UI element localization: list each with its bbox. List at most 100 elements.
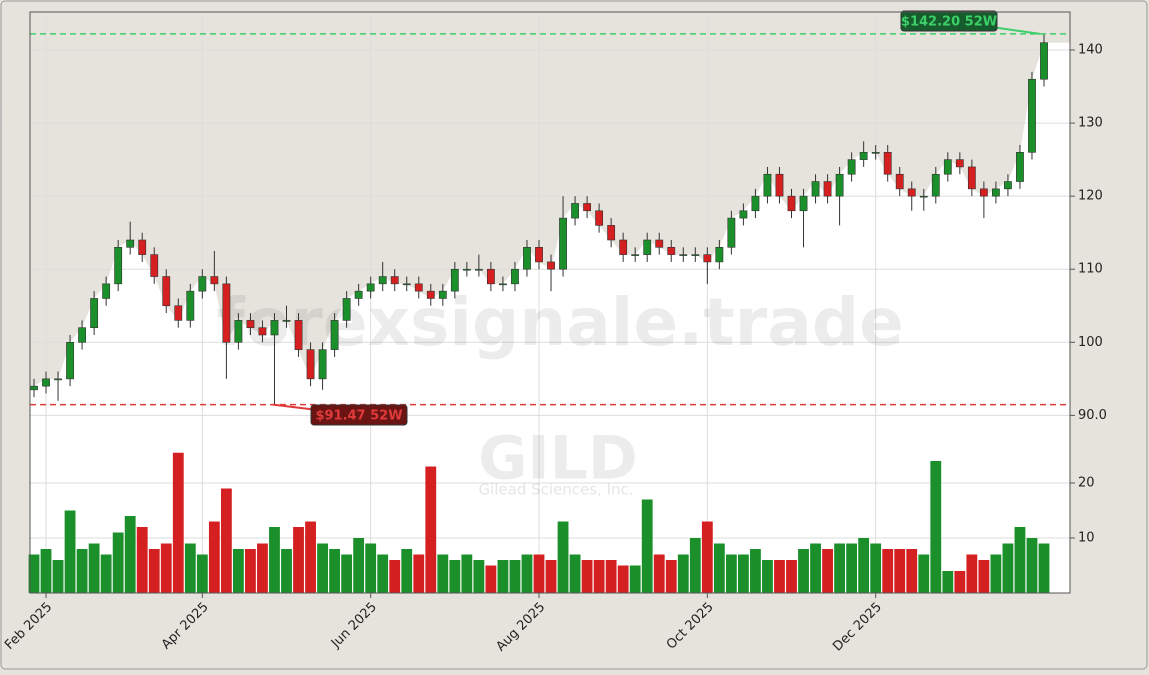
candle-body [991,188,1000,197]
candle-body [42,378,50,387]
volume-bar [52,560,64,593]
candle-body [138,239,147,255]
candle-body [571,203,579,219]
candle-body [763,173,772,197]
candle-body [198,276,207,292]
volume-bar [1038,543,1050,593]
candle-body [162,276,171,307]
candle-body [511,268,519,285]
volume-bar [28,554,40,593]
candle-body [559,217,567,270]
volume-bar [725,554,737,593]
candle-body [486,268,495,285]
candle-body [619,239,628,255]
candle-body [234,320,243,343]
candle-body [751,195,760,212]
volume-bar [305,521,316,593]
volume-bar [1002,543,1014,593]
volume-bar [906,549,918,593]
candle-body [174,305,183,321]
candle-body [1016,152,1024,182]
vol-tick-label: 20 [1078,476,1095,491]
candle-body [90,298,99,328]
volume-bar [437,554,449,593]
candle-body [294,320,303,350]
volume-bar [870,543,882,593]
candle-body [426,290,435,299]
candle-body [703,254,712,263]
volume-bar [172,452,184,593]
volume-bar [882,549,894,593]
volume-bar [245,549,256,593]
volume-bar [786,560,797,593]
volume-bar [846,543,858,593]
level-label-box [310,404,408,426]
volume-bar [822,549,833,593]
candle-body [655,239,664,248]
volume-bar [353,538,365,593]
volume-bar [509,560,521,593]
plot-border [29,11,1071,594]
volume-bar [557,521,569,593]
volume-bar [341,554,353,593]
candle-body [318,349,327,380]
candle-body [895,173,904,190]
volume-bar [581,560,593,593]
volume-bar [317,543,328,593]
candle-body [907,188,916,197]
y-tick-label: 140 [1078,43,1103,58]
volume-bar [88,543,100,593]
price-area [30,12,1070,387]
candle-body [114,247,123,285]
volume-bar [389,560,401,593]
candle-body [931,173,940,197]
volume-bar [653,554,665,593]
candle-body [871,152,880,154]
candle-body [102,283,111,299]
candle-body [667,247,676,255]
candle-body [679,254,688,256]
candle-body [126,239,135,248]
volume-bar [461,554,473,593]
volume-bar [545,560,557,593]
volume-bar [449,560,461,593]
volume-bar [377,554,389,593]
candle-body [691,254,700,256]
volume-bar [365,543,377,593]
candle-body [631,254,640,256]
volume-bar [401,549,413,593]
volume-bar [148,549,160,593]
volume-bar [762,560,773,593]
volume-bar [629,565,641,593]
volume-bar [329,549,341,593]
level-label: $91.47 52W [315,409,402,424]
volume-bar [184,543,196,593]
volume-bar [701,521,713,593]
candle-body [1028,78,1036,153]
volume-bar [593,560,605,593]
candle-body [547,261,555,270]
volume-bar [858,538,870,593]
volume-bar [269,527,280,593]
volume-bar [750,549,761,593]
volume-bar [257,543,268,593]
candle-body [979,188,988,197]
company-watermark: Gilead Sciences, Inc. [478,481,633,499]
volume-bar [112,532,124,593]
volume-bar [942,571,954,593]
candle-body [1040,42,1048,80]
candle-body [715,247,724,263]
candle-body [859,152,868,160]
candle-body [474,268,483,271]
candle-body [258,327,267,336]
candle-body [342,298,351,321]
volume-bar [76,549,88,593]
symbol-watermark: GILD [478,424,638,494]
candle-body [366,283,375,292]
volume-bar [918,554,930,593]
volume-bar [64,510,76,593]
volume-bar [100,554,112,593]
volume-bar [413,554,425,593]
candle-body [955,159,964,168]
candle-body [643,239,652,255]
